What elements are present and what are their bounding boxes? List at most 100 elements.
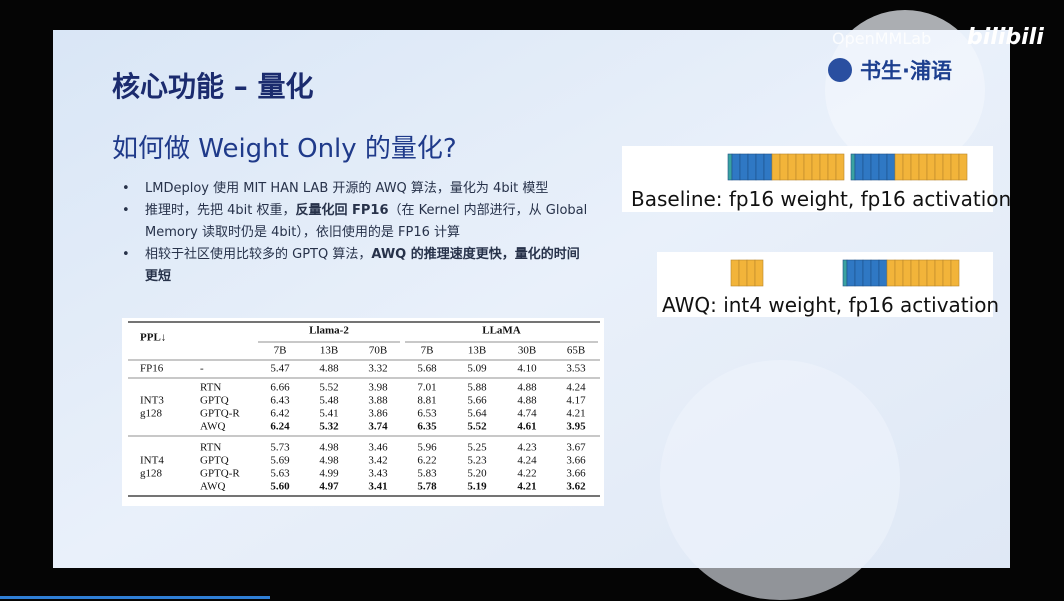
cell: 3.43 xyxy=(368,468,388,480)
cell-block xyxy=(950,153,960,181)
logo-icon xyxy=(828,58,852,82)
cell-block xyxy=(787,153,797,181)
cell-block xyxy=(803,153,813,181)
cell-block xyxy=(819,153,829,181)
cell-block xyxy=(886,259,896,287)
cell-block xyxy=(894,259,904,287)
cell: 7.01 xyxy=(417,382,436,394)
cell: 6.24 xyxy=(270,421,290,433)
method: - xyxy=(200,363,204,375)
cell: 4.98 xyxy=(319,455,339,467)
bullet-list: LMDeploy 使用 MIT HAN LAB 开源的 AWQ 算法，量化为 4… xyxy=(120,178,590,288)
bullet-text: 反量化回 FP16 xyxy=(295,203,389,218)
cell: 4.88 xyxy=(319,363,339,375)
cell: 5.63 xyxy=(270,468,290,480)
cell-block xyxy=(811,153,821,181)
cell-block xyxy=(918,259,928,287)
cell-block xyxy=(846,259,856,287)
cell: 4.98 xyxy=(319,442,339,454)
cell: 5.47 xyxy=(270,363,290,375)
cell: 4.21 xyxy=(517,481,536,493)
cell-block xyxy=(730,259,740,287)
cell: 5.52 xyxy=(319,382,338,394)
bullet-text: LMDeploy 使用 MIT HAN LAB 开源的 AWQ 算法，量化为 4… xyxy=(145,181,549,196)
cell: 5.19 xyxy=(467,481,487,493)
cell-block xyxy=(942,153,952,181)
cell: 6.66 xyxy=(270,382,290,394)
logo: 书生·浦语 xyxy=(860,59,952,83)
column-header: 7B xyxy=(274,345,287,357)
cell-block xyxy=(902,153,912,181)
cell: 5.32 xyxy=(319,421,339,433)
group-header: LLaMA xyxy=(482,325,521,337)
slide-subtitle: 如何做 Weight Only 的量化? xyxy=(112,134,457,164)
cell-block xyxy=(746,259,756,287)
block-label: g128 xyxy=(140,468,163,480)
cell-block xyxy=(731,153,741,181)
bullet-text: 推理时，先把 4bit 权重， xyxy=(145,203,296,218)
table-corner: PPL↓ xyxy=(140,332,166,344)
cell: 3.95 xyxy=(566,421,586,433)
cell-block xyxy=(747,153,757,181)
cell: 5.68 xyxy=(417,363,437,375)
cell: 5.96 xyxy=(417,442,437,454)
cell: 4.74 xyxy=(517,408,537,420)
cell-bars xyxy=(727,153,968,287)
bullet: 相较于社区使用比较多的 GPTQ 算法，AWQ 的推理速度更快，量化的时间更短 xyxy=(120,244,590,288)
cell: 5.73 xyxy=(270,442,290,454)
cell-block xyxy=(910,259,920,287)
cell: 3.67 xyxy=(566,442,586,454)
cell-block xyxy=(926,153,936,181)
slide-title: 核心功能 – 量化 xyxy=(112,70,314,103)
cell: 4.99 xyxy=(319,468,339,480)
cell: 3.62 xyxy=(566,481,586,493)
cell: 3.53 xyxy=(566,363,586,375)
block-label: INT4 xyxy=(140,455,164,467)
cell: 5.52 xyxy=(467,421,487,433)
cell-block xyxy=(958,153,968,181)
cell: 4.17 xyxy=(566,395,586,407)
cell: 5.64 xyxy=(467,408,487,420)
cell-block xyxy=(727,153,733,181)
cell-block xyxy=(827,153,837,181)
cell-block xyxy=(754,259,764,287)
column-header: 30B xyxy=(518,345,536,357)
cell: 3.46 xyxy=(368,442,388,454)
cell-block xyxy=(878,259,888,287)
cell: 6.35 xyxy=(417,421,437,433)
method: GPTQ-R xyxy=(200,408,240,420)
table: PPL↓ Llama-2 7B 13B 70B LLaMA 7B 13B 30B 65B FP16 -… xyxy=(128,321,600,497)
method: RTN xyxy=(200,382,221,394)
table-panel xyxy=(122,318,604,506)
cell: 3.66 xyxy=(566,455,586,467)
cell: 5.83 xyxy=(417,468,437,480)
cell: 4.10 xyxy=(517,363,537,375)
cell-block xyxy=(878,153,888,181)
cell-block xyxy=(763,153,773,181)
cell: 4.61 xyxy=(517,421,536,433)
watermark: bilibili xyxy=(967,25,1044,50)
cell: 6.53 xyxy=(417,408,437,420)
bullet-text: 相较于社区使用比较多的 GPTQ 算法， xyxy=(145,247,372,262)
cell: 4.24 xyxy=(566,382,586,394)
decor xyxy=(825,10,985,170)
cell-block xyxy=(771,153,781,181)
cell-block xyxy=(926,259,936,287)
cell-block xyxy=(842,259,848,287)
cell: 6.42 xyxy=(270,408,289,420)
cell: 5.23 xyxy=(467,455,487,467)
cell-block xyxy=(854,259,864,287)
cell-block xyxy=(934,259,944,287)
cell: 3.42 xyxy=(368,455,387,467)
cell-block xyxy=(862,153,872,181)
cell-block xyxy=(950,259,960,287)
cell: 4.23 xyxy=(517,442,537,454)
cell: 5.69 xyxy=(270,455,290,467)
cell: 4.97 xyxy=(319,481,339,493)
bullet-text: AWQ 的推理速度更快，量化的时间更短 xyxy=(145,247,580,284)
cell-block xyxy=(894,153,904,181)
bullet: LMDeploy 使用 MIT HAN LAB 开源的 AWQ 算法，量化为 4… xyxy=(120,178,590,200)
cell-block xyxy=(739,153,749,181)
cell-block xyxy=(795,153,805,181)
